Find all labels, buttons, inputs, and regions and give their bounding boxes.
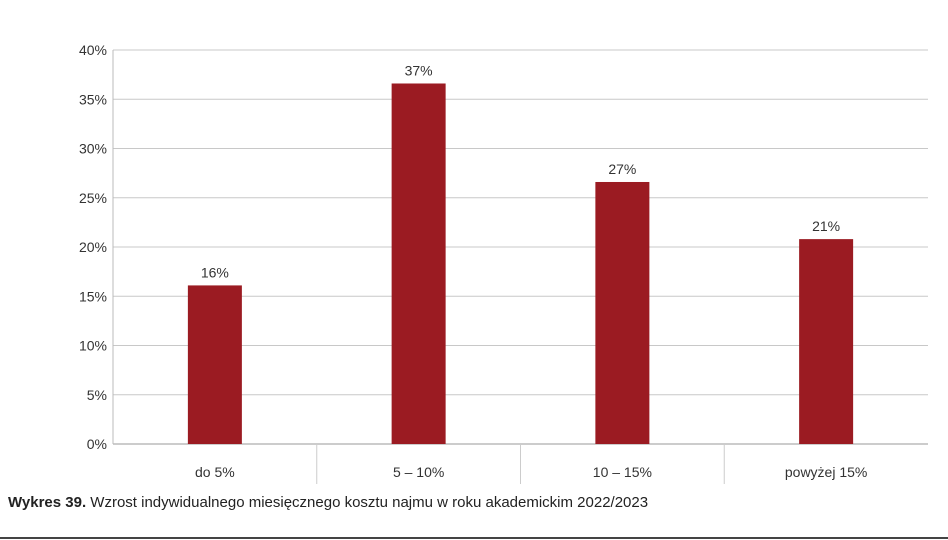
x-category-label: 10 – 15% (593, 464, 652, 480)
bar-0 (187, 285, 242, 444)
y-tick-label: 20% (79, 239, 107, 255)
y-tick-label: 15% (79, 288, 107, 304)
bar-2 (595, 181, 650, 445)
bar-3 (799, 239, 854, 444)
x-category-label: powyżej 15% (785, 464, 868, 480)
y-tick-label: 5% (87, 387, 107, 403)
data-label: 37% (405, 62, 433, 78)
data-label: 16% (201, 264, 229, 280)
x-category-label: do 5% (195, 464, 235, 480)
y-tick-label: 10% (79, 338, 107, 354)
y-tick-label: 30% (79, 141, 107, 157)
x-category-label: 5 – 10% (393, 464, 444, 480)
y-tick-label: 0% (87, 436, 107, 452)
x-axis-category-labels: do 5% 5 – 10% 10 – 15% powyżej 15% (195, 464, 867, 480)
data-label: 21% (812, 218, 840, 234)
data-labels: 16% 37% 27% 21% (201, 62, 840, 280)
bars (187, 83, 854, 445)
bar-1 (391, 83, 446, 445)
caption-label: Wykres 39. (8, 494, 87, 511)
data-label: 27% (608, 161, 636, 177)
y-axis-tick-labels: 0% 5% 10% 15% 20% 25% 30% 35% 40% (79, 42, 107, 452)
bar-chart: 0% 5% 10% 15% 20% 25% 30% 35% 40% 16% 37% 27% 21% d… (79, 42, 928, 484)
y-tick-label: 40% (79, 42, 107, 58)
y-tick-label: 25% (79, 190, 107, 206)
y-tick-label: 35% (79, 91, 107, 107)
caption-text: Wzrost indywidualnego miesięcznego koszt… (90, 494, 649, 511)
grid-lines (112, 49, 928, 484)
chart-caption: Wykres 39. Wzrost indywidualnego miesięc… (8, 494, 648, 511)
bottom-rule (0, 537, 948, 539)
